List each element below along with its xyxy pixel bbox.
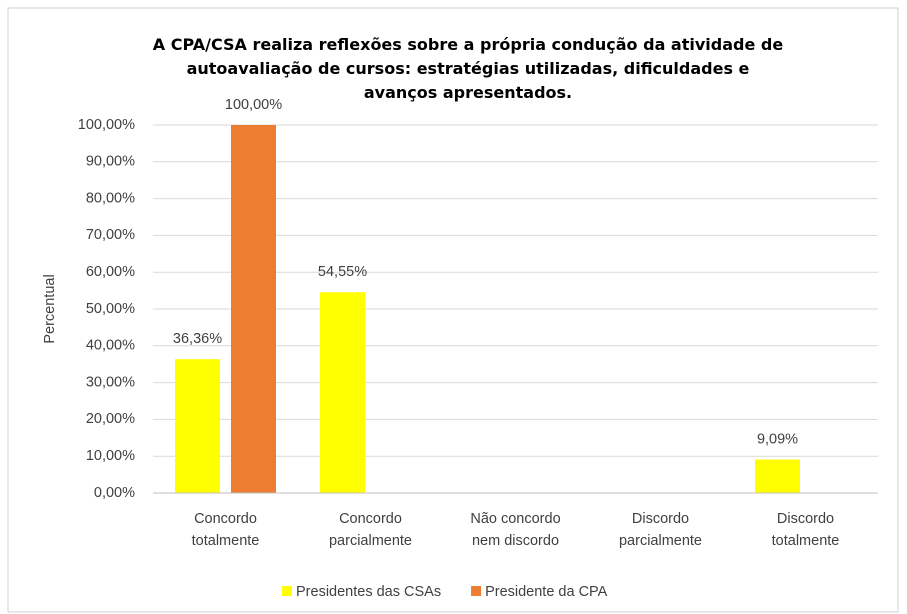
y-tick-label: 10,00% (86, 448, 135, 464)
y-tick-label: 90,00% (86, 154, 135, 170)
bar (755, 459, 800, 493)
data-label: 54,55% (318, 264, 367, 280)
y-tick-label: 50,00% (86, 301, 135, 317)
x-tick-label: Concordo parcialmente (329, 511, 412, 549)
y-tick-label: 80,00% (86, 190, 135, 206)
y-tick-label: 20,00% (86, 411, 135, 427)
y-tick-label: 100,00% (78, 117, 135, 133)
chart-border (7, 7, 899, 613)
legend-label: Presidentes das CSAs (296, 584, 441, 600)
x-tick-label: Discordo totalmente (772, 511, 840, 549)
data-label: 36,36% (173, 331, 222, 347)
y-tick-label: 60,00% (86, 264, 135, 280)
y-tick-label: 70,00% (86, 227, 135, 243)
x-tick-label: Discordo parcialmente (619, 511, 702, 549)
bar (320, 292, 365, 493)
bar (231, 125, 276, 493)
y-tick-label: 40,00% (86, 338, 135, 354)
chart-title: A CPA/CSA realiza reflexões sobre a próp… (153, 35, 784, 102)
y-axis-label: Percentual (42, 274, 58, 343)
legend-label: Presidente da CPA (485, 584, 608, 600)
bar (175, 359, 220, 493)
legend-swatch (471, 586, 482, 596)
legend-swatch (282, 586, 292, 596)
data-label: 100,00% (225, 97, 282, 113)
y-tick-label: 0,00% (94, 485, 135, 501)
x-tick-label: Concordo totalmente (192, 511, 260, 549)
x-tick-label: Não concordo nem discordo (470, 511, 560, 549)
data-label: 9,09% (757, 431, 798, 447)
y-tick-label: 30,00% (86, 374, 135, 390)
